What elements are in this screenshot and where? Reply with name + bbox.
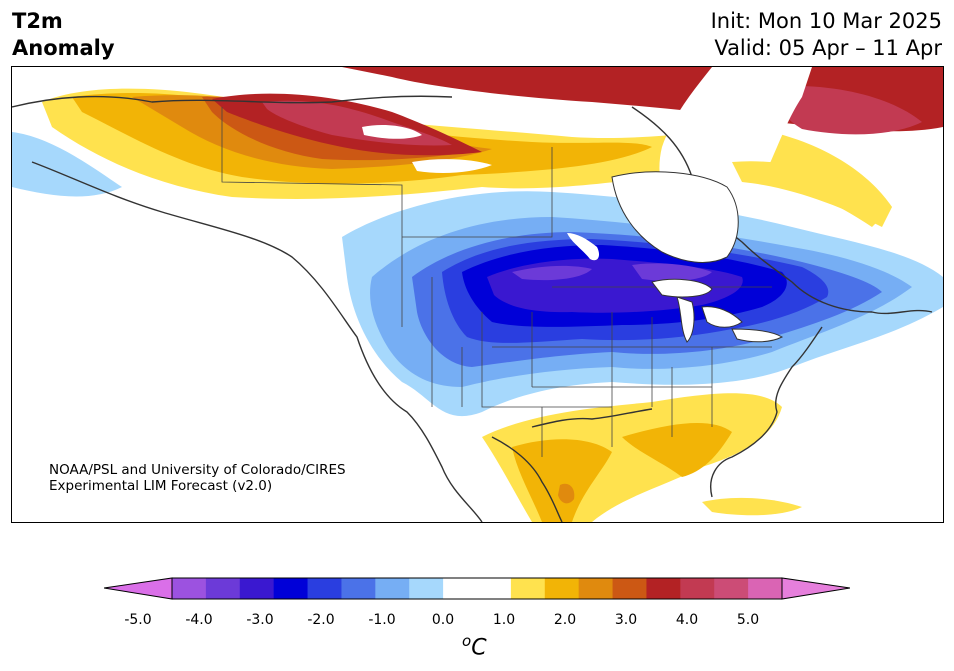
colorbar-tick-label: 5.0 <box>736 612 760 628</box>
credit-line-1: NOAA/PSL and University of Colorado/CIRE… <box>49 462 346 478</box>
colorbar-cell <box>612 578 647 599</box>
colorbar-cell <box>748 578 783 599</box>
credit-line-2: Experimental LIM Forecast (v2.0) <box>49 478 273 494</box>
unit-c: C <box>471 635 487 661</box>
colorbar-cell <box>443 578 478 599</box>
init-date: Init: Mon 10 Mar 2025 <box>710 9 942 33</box>
lake-winnipeg <box>567 233 600 261</box>
credit-text: NOAA/PSL and University of Colorado/CIRE… <box>49 462 346 494</box>
colorbar-tick-label: 1.0 <box>492 612 516 628</box>
colorbar-cell <box>578 578 614 599</box>
valid-range: Valid: 05 Apr – 11 Apr <box>714 36 942 60</box>
colorbar-tick-label: 2.0 <box>553 612 577 628</box>
colorbar-tick-label: -4.0 <box>185 612 213 628</box>
anomaly-map: NOAA/PSL and University of Colorado/CIRE… <box>11 66 944 523</box>
colorbar-tick-label: -5.0 <box>124 612 152 628</box>
colorbar-cell <box>172 578 207 599</box>
colorbar-tick-label: 3.0 <box>614 612 638 628</box>
title-line-2: Anomaly <box>12 36 115 60</box>
east-warm-yellow <box>732 161 892 227</box>
colorbar <box>104 577 850 600</box>
colorbar-cell <box>477 578 512 599</box>
colorbar-cell <box>680 578 715 599</box>
colorbar-tick-label: 0.0 <box>431 612 455 628</box>
colorbar-cell <box>510 578 546 599</box>
colorbar-tick-label: -2.0 <box>307 612 335 628</box>
colorbar-cell <box>409 578 444 599</box>
northern-lakes <box>362 124 492 173</box>
great-lakes <box>651 278 784 343</box>
cold-deepest <box>512 263 712 281</box>
coastline-outline <box>12 95 933 522</box>
colorbar-cell <box>646 578 681 599</box>
colorbar-cells <box>172 578 783 599</box>
cold-lightblue-west <box>12 132 122 197</box>
colorbar-cell <box>544 578 580 599</box>
colorbar-frame <box>171 577 783 600</box>
unit-degree: o <box>462 632 472 650</box>
colorbar-cell <box>375 578 410 599</box>
map-title: T2m Anomaly <box>12 8 115 62</box>
hudson-bay <box>611 171 739 263</box>
title-line-1: T2m <box>12 9 63 33</box>
map-canvas <box>12 67 943 522</box>
unit-label: oC <box>462 632 487 660</box>
colorbar-cell <box>341 578 376 599</box>
colorbar-right-arrow <box>781 577 850 600</box>
colorbar-left-arrow <box>104 577 173 600</box>
colorbar-cell <box>273 578 309 599</box>
colorbar-cell <box>714 578 749 599</box>
colorbar-tick-label: 4.0 <box>675 612 699 628</box>
colorbar-tick-label: -3.0 <box>246 612 274 628</box>
south-warm-dark <box>558 483 575 504</box>
colorbar-cell <box>205 578 241 599</box>
forecast-dates: Init: Mon 10 Mar 2025 Valid: 05 Apr – 11… <box>711 8 942 62</box>
colorbar-cell <box>239 578 275 599</box>
cuba-warm <box>702 497 802 516</box>
colorbar-tick-label: -1.0 <box>368 612 396 628</box>
colorbar-cell <box>307 578 342 599</box>
